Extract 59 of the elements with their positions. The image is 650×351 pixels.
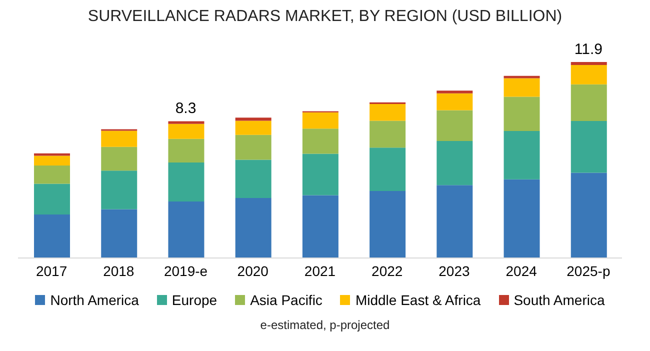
annotation: 11.9 <box>574 41 602 58</box>
bar <box>302 195 338 258</box>
bar <box>436 110 473 141</box>
bar <box>504 78 540 97</box>
bar <box>34 184 70 214</box>
bar <box>570 64 607 84</box>
bar <box>504 179 540 258</box>
bar <box>302 154 338 196</box>
bar <box>101 130 138 147</box>
bar <box>235 134 272 160</box>
bar <box>370 120 406 148</box>
bar <box>168 162 204 202</box>
bar <box>504 76 540 78</box>
bar <box>34 156 70 166</box>
bar <box>168 202 204 258</box>
bar <box>101 146 138 171</box>
bar <box>302 112 338 129</box>
bar <box>101 209 138 258</box>
bar <box>570 120 607 173</box>
x-tick-label: 2022 <box>372 262 403 279</box>
bar <box>436 93 473 110</box>
x-tick-label: 2023 <box>438 262 470 279</box>
bar <box>504 130 540 180</box>
bar <box>235 198 272 258</box>
legend-label: South America <box>512 292 605 308</box>
bar <box>570 172 607 258</box>
bar <box>302 128 338 154</box>
bar <box>570 84 607 121</box>
bar <box>436 140 473 186</box>
bar <box>235 118 272 121</box>
bar <box>235 120 272 135</box>
bar <box>570 62 607 65</box>
bar <box>34 214 70 258</box>
bar <box>436 185 473 258</box>
bar <box>168 138 204 163</box>
x-tick-label: 2025-p <box>566 262 610 279</box>
bar <box>436 90 473 94</box>
x-tick-label: 2019-e <box>164 262 208 279</box>
bar <box>370 104 406 121</box>
x-tick-label: 2024 <box>506 262 538 279</box>
bar <box>370 190 406 258</box>
legend-label: Asia Pacific <box>249 292 322 308</box>
bar <box>101 170 138 210</box>
legend-label: North America <box>49 292 139 308</box>
bar <box>168 124 204 139</box>
legend-label: Europe <box>170 292 218 308</box>
text: e-estimated, p-projected <box>259 318 391 332</box>
bar <box>235 160 272 198</box>
bar <box>168 121 204 124</box>
x-tick-label: 2018 <box>103 262 134 279</box>
chart-title: SURVEILLANCE RADARS MARKET, BY REGION (USD BILLION) <box>86 8 564 27</box>
x-tick-label: 2017 <box>36 262 68 279</box>
annotation: 8.3 <box>175 100 196 118</box>
bar <box>504 96 540 131</box>
legend-label: Middle East & Africa <box>354 292 481 308</box>
x-tick-label: 2020 <box>237 262 269 279</box>
bar <box>34 165 70 184</box>
bar <box>370 148 406 191</box>
x-tick-label: 2021 <box>304 262 336 279</box>
